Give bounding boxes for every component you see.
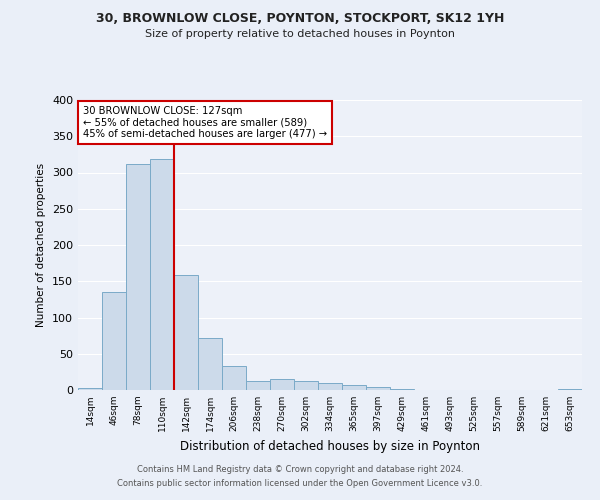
Bar [102,292,126,390]
Text: Size of property relative to detached houses in Poynton: Size of property relative to detached ho… [145,29,455,39]
Bar [558,388,582,390]
Text: Contains HM Land Registry data © Crown copyright and database right 2024.
Contai: Contains HM Land Registry data © Crown c… [118,466,482,487]
Bar [294,382,318,390]
Text: 30, BROWNLOW CLOSE, POYNTON, STOCKPORT, SK12 1YH: 30, BROWNLOW CLOSE, POYNTON, STOCKPORT, … [96,12,504,26]
Bar [174,276,198,390]
Bar [126,164,150,390]
X-axis label: Distribution of detached houses by size in Poynton: Distribution of detached houses by size … [180,440,480,452]
Bar [366,387,390,390]
Bar [222,366,246,390]
Bar [342,385,366,390]
Bar [270,379,294,390]
Text: 30 BROWNLOW CLOSE: 127sqm
← 55% of detached houses are smaller (589)
45% of semi: 30 BROWNLOW CLOSE: 127sqm ← 55% of detac… [83,106,327,139]
Bar [246,382,270,390]
Y-axis label: Number of detached properties: Number of detached properties [37,163,46,327]
Bar [198,338,222,390]
Bar [150,160,174,390]
Bar [318,384,342,390]
Bar [78,388,102,390]
